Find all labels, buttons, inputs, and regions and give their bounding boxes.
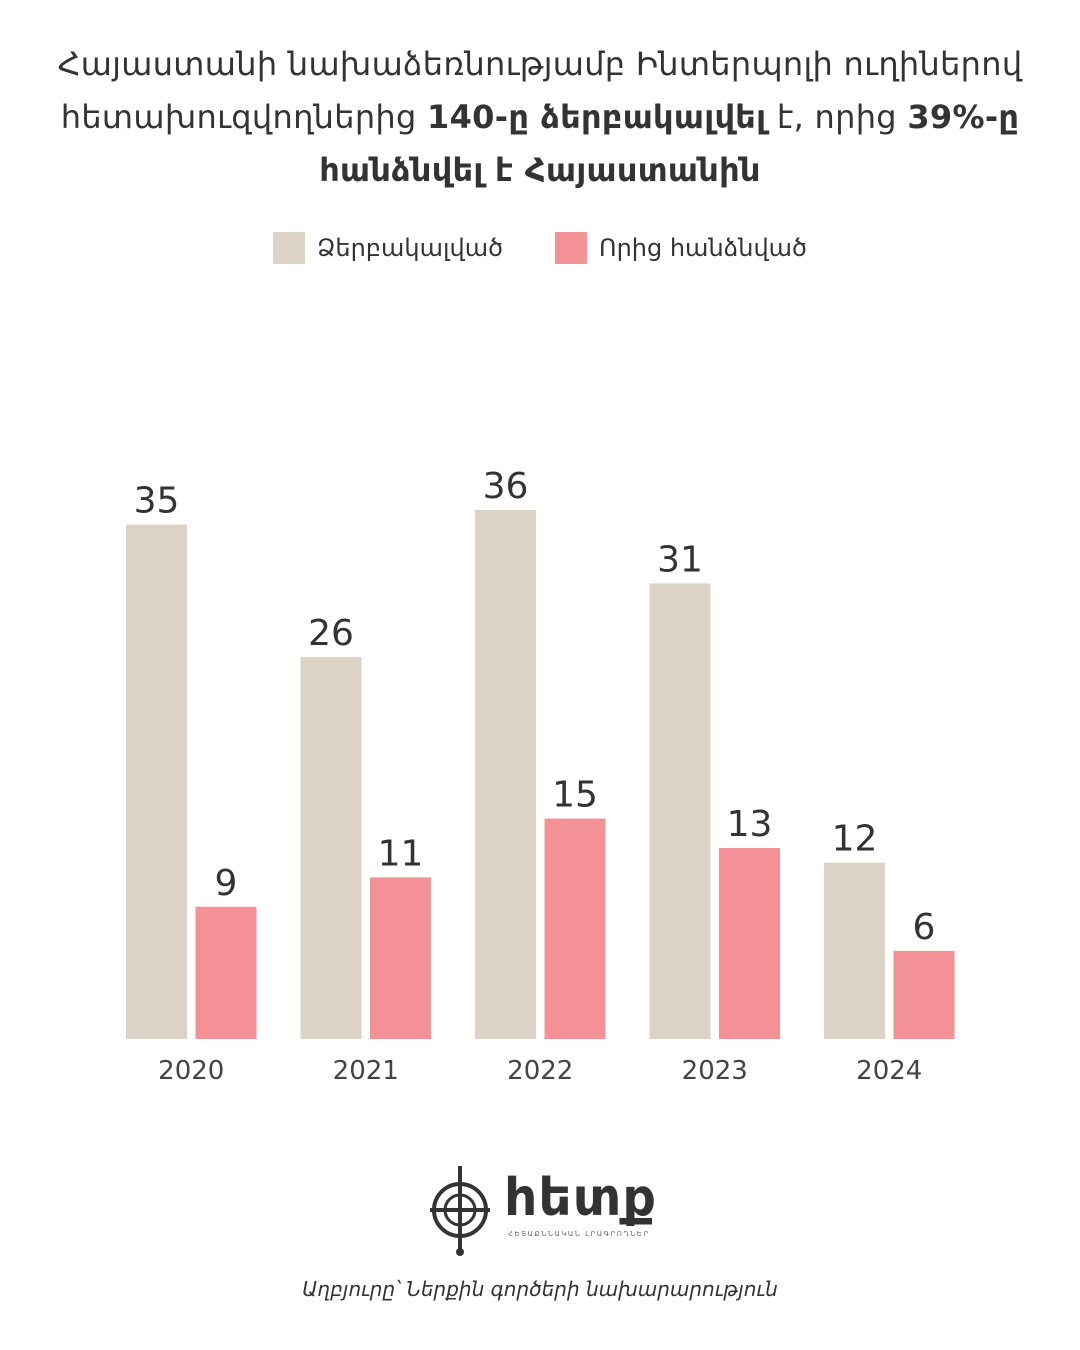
bar-extradited-2022: [544, 818, 606, 1039]
bar-extradited-2021: [370, 877, 431, 1039]
logo-emblem-icon: [430, 1166, 490, 1256]
data-label-extradited-2021: 11: [378, 833, 424, 874]
x-tick-label-2024: 2024: [856, 1056, 922, 1086]
legend-label-arrested: Ձերբակալված: [317, 234, 504, 262]
x-tick-label-2023: 2023: [682, 1056, 748, 1086]
data-label-arrested-2021: 26: [308, 613, 354, 654]
source-note: Աղբյուրը՝ Ներքին գործերի նախարարություն: [302, 1277, 778, 1301]
chart-legend: Ձերբակալված Որից հանձնված: [0, 232, 1080, 264]
bar-arrested-2024: [824, 862, 885, 1039]
data-label-extradited-2020: 9: [215, 863, 238, 904]
bar-arrested-2023: [649, 583, 711, 1039]
data-label-extradited-2022: 15: [552, 775, 598, 816]
title-bold-1: 140-ը ձերբակալվել: [427, 98, 767, 136]
title-part-2: է, որից: [766, 98, 908, 136]
data-label-arrested-2024: 12: [832, 819, 878, 860]
title-part-1: Հայաստանի նախաձեռնությամբ Ինտերպոլի ուղի…: [57, 45, 1023, 136]
legend-item-arrested: Ձերբակալված: [273, 232, 503, 264]
logo-subtext: ՀԵՏԱՔՆՆԱԿԱՆ ԼՐԱԳՐՈՂՆԵՐ: [508, 1230, 650, 1238]
data-label-arrested-2022: 36: [483, 466, 529, 507]
legend-item-extradited: Որից հանձնված: [555, 232, 807, 264]
data-label-arrested-2023: 31: [657, 539, 703, 580]
x-tick-label-2020: 2020: [158, 1056, 224, 1086]
bar-arrested-2020: [126, 524, 187, 1039]
bar-extradited-2024: [893, 950, 955, 1039]
hetq-logo: հետք ՀԵՏԱՔՆՆԱԿԱՆ ԼՐԱԳՐՈՂՆԵՐ: [428, 1160, 668, 1260]
legend-swatch-extradited: [555, 232, 588, 264]
logo-wordmark: հետք: [504, 1168, 658, 1228]
x-tick-label-2022: 2022: [507, 1056, 573, 1086]
data-label-extradited-2024: 6: [913, 907, 936, 948]
bar-arrested-2022: [475, 510, 536, 1039]
legend-swatch-arrested: [273, 232, 305, 264]
bar-chart: 35 9 2020 26 11 2021 36 15 2022 31 13 2023 12 6 2024: [126, 466, 955, 1086]
x-tick-label-2021: 2021: [333, 1056, 399, 1086]
bar-extradited-2023: [719, 847, 780, 1039]
title-bold-2: 39%-ը հանձնվել է Հայաստանին: [319, 98, 1020, 189]
legend-label-extradited: Որից հանձնված: [599, 234, 807, 262]
data-label-arrested-2020: 35: [134, 481, 180, 522]
chart-title: Հայաստանի նախաձեռնությամբ Ինտերպոլի ուղի…: [40, 38, 1040, 197]
bar-extradited-2020: [195, 906, 257, 1039]
bar-arrested-2021: [300, 656, 362, 1039]
data-label-extradited-2023: 13: [727, 804, 773, 845]
